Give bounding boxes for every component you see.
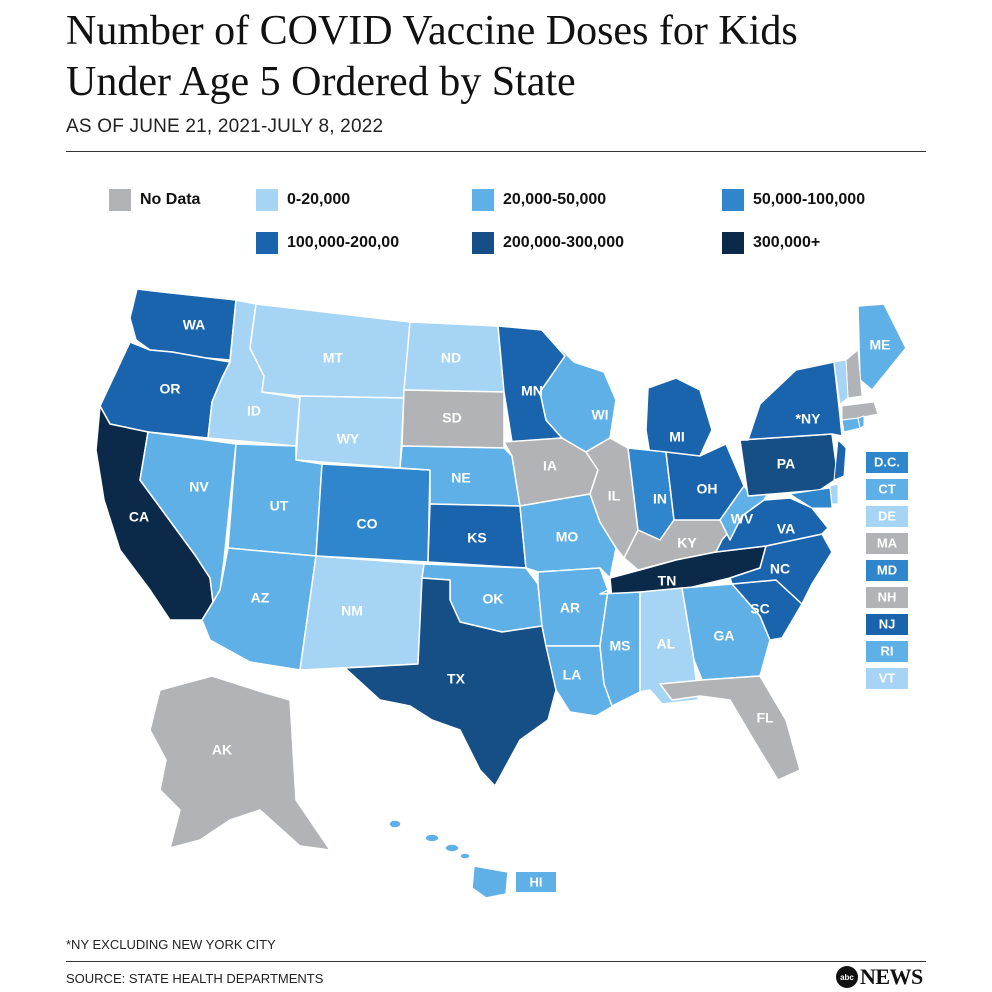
state-label-wi: WI bbox=[591, 407, 608, 423]
state-label-ut: UT bbox=[270, 498, 289, 514]
state-hi-label-box bbox=[516, 872, 556, 892]
state-label-sd: SD bbox=[442, 410, 461, 426]
state-label-mo: MO bbox=[556, 529, 579, 545]
map-title: Number of COVID Vaccine Doses for Kids U… bbox=[66, 6, 946, 108]
state-nc bbox=[729, 533, 833, 605]
state-label-la: LA bbox=[563, 667, 582, 683]
state-label-pa: PA bbox=[777, 456, 795, 472]
state-label-wy: WY bbox=[337, 431, 360, 447]
state-fl bbox=[659, 675, 801, 781]
state-hi-island bbox=[388, 819, 402, 829]
state-label-wa: WA bbox=[183, 317, 206, 333]
state-label-ky: KY bbox=[677, 535, 697, 551]
small-state-label-md: MD bbox=[877, 562, 897, 577]
footnote: *NY EXCLUDING NEW YORK CITY bbox=[66, 937, 276, 952]
state-label-oh: OH bbox=[697, 481, 718, 497]
state-nj bbox=[833, 439, 847, 481]
state-co bbox=[315, 463, 431, 563]
small-state-box-dc bbox=[866, 452, 908, 473]
small-state-label-de: DE bbox=[878, 508, 896, 523]
state-tx bbox=[344, 577, 557, 787]
small-state-label-vt: VT bbox=[879, 670, 896, 685]
state-label-sc: SC bbox=[750, 601, 769, 617]
small-state-box-nj bbox=[866, 614, 908, 635]
state-label-ia: IA bbox=[543, 458, 557, 474]
state-label-nm: NM bbox=[341, 603, 363, 619]
small-state-label-ct: CT bbox=[878, 481, 895, 496]
state-label-al: AL bbox=[657, 636, 676, 652]
state-label-wv: WV bbox=[731, 511, 754, 527]
state-label-or: OR bbox=[160, 381, 181, 397]
state-label-tn: TN bbox=[658, 573, 677, 589]
title-line-2: Under Age 5 Ordered by State bbox=[66, 59, 576, 105]
state-hi-island bbox=[444, 843, 460, 853]
state-label-ny: *NY bbox=[796, 411, 822, 427]
state-label-in: IN bbox=[653, 491, 667, 507]
state-label-mn: MN bbox=[521, 383, 543, 399]
small-state-box-nh bbox=[866, 587, 908, 608]
news-logo-text: NEWS bbox=[860, 964, 923, 989]
abc-news-logo: abc NEWS bbox=[836, 964, 923, 990]
state-label-ak: AK bbox=[212, 742, 232, 758]
state-label-me: ME bbox=[870, 337, 891, 353]
state-label-mi: MI bbox=[669, 429, 685, 445]
state-label-ga: GA bbox=[714, 628, 735, 644]
abc-logo-mark: abc bbox=[836, 966, 858, 988]
small-state-box-de bbox=[866, 506, 908, 527]
small-state-label-ma: MA bbox=[877, 535, 898, 550]
date-range-subtitle: AS OF JUNE 21, 2021-JULY 8, 2022 bbox=[66, 116, 384, 137]
state-ak bbox=[149, 675, 331, 851]
state-label-nc: NC bbox=[770, 561, 790, 577]
source-note: SOURCE: STATE HEALTH DEPARTMENTS bbox=[66, 971, 324, 986]
state-label-fl: FL bbox=[756, 710, 774, 726]
small-state-label-nh: NH bbox=[878, 589, 897, 604]
title-line-1: Number of COVID Vaccine Doses for Kids bbox=[66, 8, 798, 54]
state-hi bbox=[471, 865, 509, 899]
top-divider bbox=[66, 151, 926, 152]
state-label-hi: HI bbox=[530, 874, 543, 889]
state-label-nd: ND bbox=[441, 350, 461, 366]
state-ma bbox=[841, 401, 879, 421]
state-label-tx: TX bbox=[447, 671, 466, 687]
state-label-ar: AR bbox=[560, 600, 580, 616]
small-state-box-ma bbox=[866, 533, 908, 554]
state-label-va: VA bbox=[777, 521, 795, 537]
state-label-ne: NE bbox=[451, 470, 470, 486]
state-label-co: CO bbox=[357, 516, 378, 532]
state-label-ks: KS bbox=[467, 530, 486, 546]
state-label-nv: NV bbox=[189, 479, 209, 495]
state-label-az: AZ bbox=[251, 590, 270, 606]
state-hi-island bbox=[459, 852, 471, 860]
bottom-divider bbox=[66, 961, 926, 962]
small-state-box-ri bbox=[866, 641, 908, 662]
small-state-label-nj: NJ bbox=[879, 616, 896, 631]
state-vt bbox=[833, 359, 849, 405]
small-state-box-md bbox=[866, 560, 908, 581]
small-state-box-ct bbox=[866, 479, 908, 500]
small-state-label-dc: D.C. bbox=[874, 454, 900, 469]
state-label-mt: MT bbox=[323, 350, 344, 366]
state-md bbox=[789, 487, 833, 509]
state-label-il: IL bbox=[608, 488, 621, 504]
state-ri bbox=[857, 415, 865, 429]
state-hi-island bbox=[424, 833, 440, 843]
state-ny bbox=[739, 361, 843, 441]
small-state-label-ri: RI bbox=[881, 643, 894, 658]
state-label-ca: CA bbox=[129, 509, 149, 525]
small-state-box-vt bbox=[866, 668, 908, 689]
state-label-id: ID bbox=[247, 403, 261, 419]
state-label-ok: OK bbox=[483, 591, 504, 607]
state-label-ms: MS bbox=[610, 638, 631, 654]
state-il bbox=[585, 437, 639, 559]
